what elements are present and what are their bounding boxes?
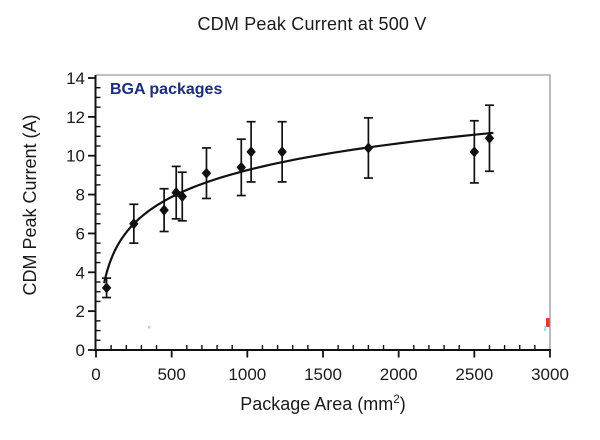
annotation-bga-packages: BGA packages	[110, 81, 223, 98]
y-axis-tick-label: 2	[76, 302, 85, 321]
chart-title: CDM Peak Current at 500 V	[197, 14, 427, 34]
y-axis-tick-label: 12	[66, 108, 85, 127]
data-point-diamond	[236, 161, 246, 173]
data-point-diamond	[101, 282, 112, 294]
plot-frame-border	[96, 74, 551, 350]
y-axis-tick-label: 14	[66, 69, 85, 88]
cyan-artifact-mark	[544, 326, 547, 331]
x-axis-tick-label: 500	[157, 365, 185, 384]
y-axis-tick-label: 6	[76, 224, 85, 243]
data-point-diamond	[246, 146, 256, 158]
x-axis-tick-label: 1000	[228, 365, 266, 384]
x-axis-title-superscript: 2	[393, 393, 400, 406]
y-axis-tick-label: 0	[76, 341, 85, 360]
x-axis-tick-label: 2500	[455, 365, 493, 384]
x-axis-title: Package Area (mm2)	[123, 393, 523, 415]
data-point-diamond	[201, 167, 212, 179]
data-point-diamond	[129, 218, 139, 230]
y-axis-tick-label: 4	[76, 263, 85, 282]
data-point-diamond	[469, 146, 480, 158]
x-axis-tick-label: 2000	[380, 365, 418, 384]
y-axis-tick-label: 8	[76, 186, 85, 205]
x-axis-title-close: )	[399, 394, 406, 414]
x-axis-tick-label: 1500	[304, 365, 342, 384]
x-axis-tick-label: 3000	[531, 365, 569, 384]
data-point-diamond	[484, 132, 495, 144]
data-point-diamond	[159, 204, 169, 216]
data-point-diamond	[171, 187, 181, 199]
x-axis-tick-label: 0	[91, 365, 100, 384]
trend-curve	[103, 131, 494, 284]
y-axis-tick-label: 10	[66, 147, 85, 166]
data-point-diamond	[277, 146, 287, 158]
data-point-diamond	[363, 142, 374, 154]
x-axis-title-text: Package Area (mm	[240, 394, 394, 414]
red-artifact-mark	[546, 318, 550, 327]
gray-speck-artifact	[148, 326, 151, 329]
data-point-diamond	[177, 190, 187, 203]
